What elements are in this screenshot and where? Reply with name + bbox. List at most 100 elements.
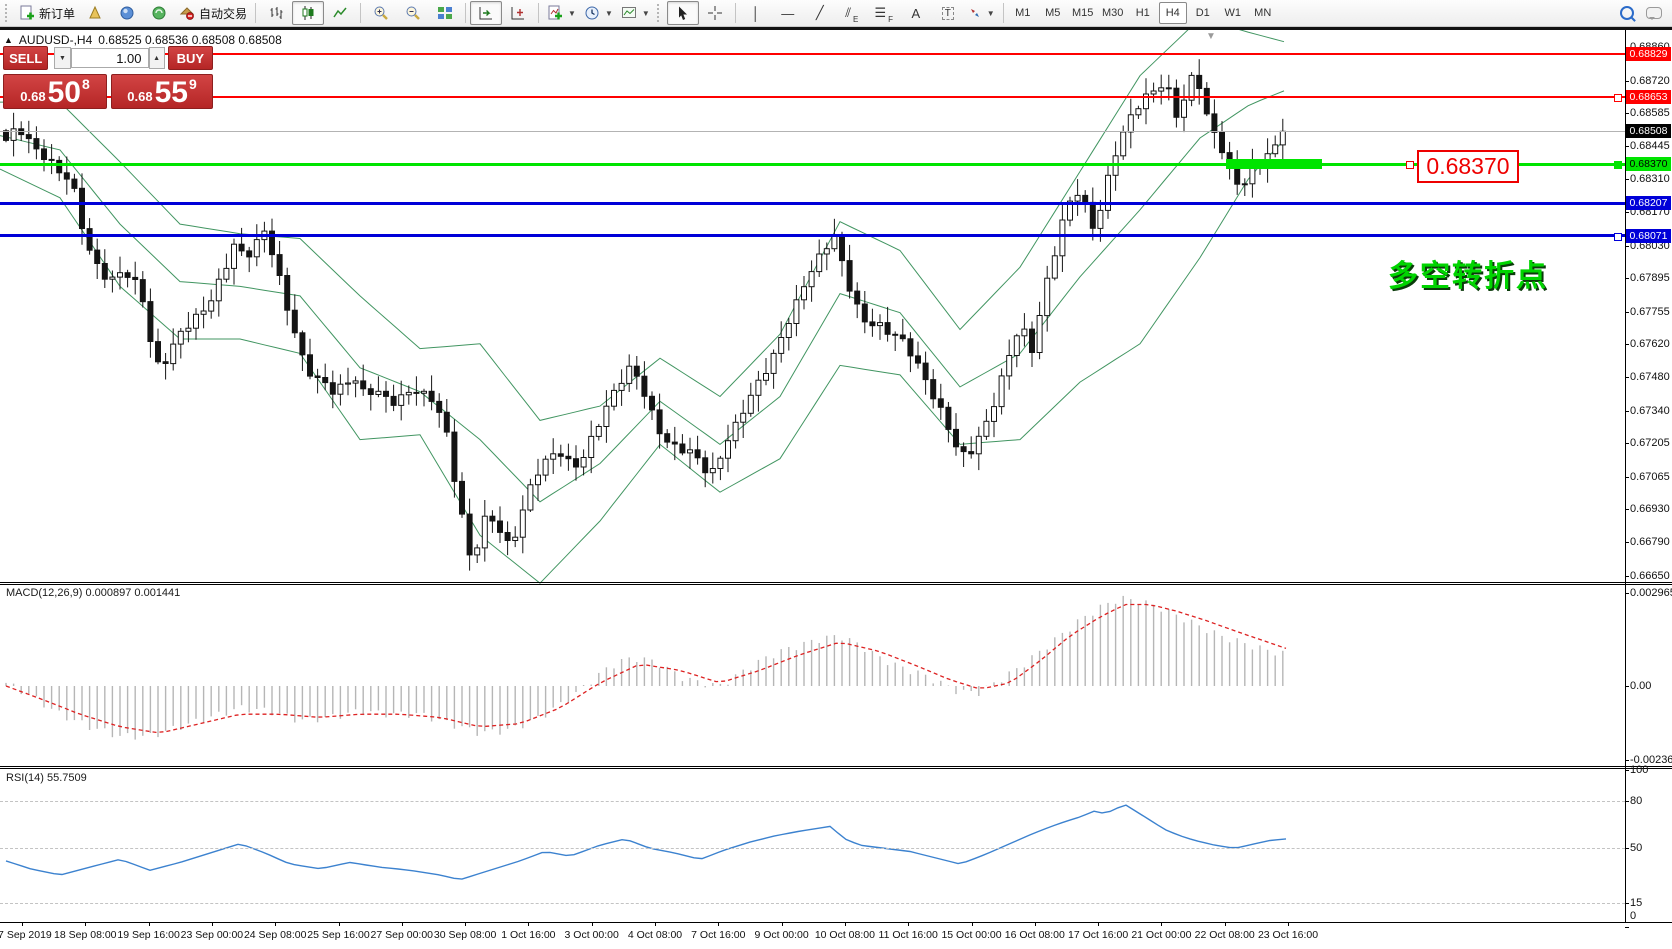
auto-scroll-button[interactable] [470,1,503,25]
arrows-button[interactable]: ▼ [964,1,999,25]
buy-quote[interactable]: 0.68 55 9 [110,74,213,109]
time-axis-tick [401,922,403,926]
timeframe-button-M15[interactable]: M15 [1072,7,1094,19]
time-axis-tick [971,922,973,926]
sell-quote[interactable]: 0.68 50 8 [3,74,107,109]
tile-windows-button[interactable] [429,1,461,25]
timeframe-button-D1[interactable]: D1 [1195,7,1210,19]
time-axis-label: 4 Oct 08:00 [627,929,683,941]
autotrading-button[interactable]: 自动交易 [175,1,251,25]
toolbar-drag-handle[interactable] [5,4,12,22]
macd-axis-tick [1625,593,1629,594]
timeframe-button-H1[interactable]: H1 [1135,7,1150,19]
price-level-tag[interactable]: 0.68370 [1417,150,1519,183]
timeframe-button-W1[interactable]: W1 [1224,7,1241,19]
ohlc-values: 0.68525 0.68536 0.68508 0.68508 [98,33,282,47]
line-anchor-square[interactable] [1614,161,1622,170]
indicators-icon [548,5,563,20]
time-axis-tick [591,922,593,926]
candlestick-chart-button[interactable] [292,1,325,25]
market-watch-button[interactable] [79,1,111,25]
level-line-0.68370[interactable] [0,162,1625,166]
tile-windows-icon [438,7,453,19]
indicators-button[interactable]: ▼ [543,1,580,25]
candlestick-chart-icon [302,6,314,20]
time-axis-tick [1098,922,1100,926]
level-line-0.68829[interactable] [0,53,1625,56]
periods-button[interactable]: ▼ [580,1,617,25]
chart-annotation-text[interactable]: 多空转折点 [1388,260,1548,293]
cursor-button[interactable] [666,1,699,25]
time-axis-label: 21 Oct 00:00 [1131,929,1192,941]
level-line-0.68207[interactable] [0,201,1625,205]
time-axis-tick [718,922,720,926]
bar-chart-button[interactable] [260,1,292,25]
equidistant-channel-button[interactable]: ⫽ E [836,1,868,25]
sell-price-pip: 8 [81,76,90,92]
level-line-0.68071[interactable] [0,234,1625,238]
chat-icon[interactable] [1646,7,1662,20]
new-order-label: 新订单 [39,6,76,21]
chart-shift-icon [511,7,525,20]
zoom-out-button[interactable] [397,1,429,25]
chevron-down-icon: ▼ [986,8,995,18]
tag-anchor-square[interactable] [1406,161,1414,170]
buy-price-big: 55 [154,76,188,109]
price-axis-tick [1625,377,1629,379]
fibonacci-button[interactable]: ☰ F [868,1,900,25]
sell-price-prefix: 0.68 [20,89,46,104]
time-axis-label: 7 Oct 16:00 [691,929,746,941]
terminal-button[interactable] [143,1,175,25]
support-highlight-bar[interactable] [1226,159,1322,169]
one-click-collapse-arrow[interactable]: ▲ [4,35,13,45]
macd-axis-label: 0.00 [1630,680,1652,692]
timeframe-button-MN[interactable]: MN [1254,7,1272,19]
chart-plot[interactable] [0,30,1672,949]
time-axis-label: 30 Sep 08:00 [433,929,497,941]
navigator-button[interactable] [111,1,143,25]
line-anchor-square[interactable] [1614,232,1622,241]
crosshair-button[interactable] [699,1,731,25]
line-anchor-square[interactable] [1614,93,1622,102]
pane-separator[interactable] [0,766,1672,767]
time-axis-label: 17 Sep 2019 [0,929,52,941]
volume-input[interactable] [70,48,149,68]
pane-separator[interactable] [0,582,1672,583]
zoom-in-button[interactable] [365,1,397,25]
trendline-button[interactable]: ╱ [804,1,836,25]
vertical-line-button[interactable]: │ [740,1,772,25]
buy-button[interactable]: BUY [167,46,213,70]
text-button[interactable]: A [900,1,932,25]
chevron-down-icon: ▼ [568,8,576,18]
new-order-button[interactable]: 新订单 [15,1,79,25]
price-axis-label: 0.66650 [1630,570,1670,582]
price-axis-tick [1625,80,1629,82]
line-chart-button[interactable] [324,1,356,25]
templates-button[interactable]: ▼ [617,1,654,25]
time-axis-label: 27 Sep 00:00 [370,929,434,941]
sell-button[interactable]: SELL [3,46,49,70]
trendline-icon: ╱ [815,5,824,20]
symbol-timeframe-label: AUDUSD-,H4 [18,33,93,47]
price-axis-tick [1625,112,1629,114]
search-icon[interactable] [1620,6,1634,20]
time-axis-label: 25 Sep 16:00 [307,929,370,941]
chart-window[interactable]: ▲ AUDUSD-,H4 0.68525 0.68536 0.68508 0.6… [0,30,1672,949]
price-axis-tick [1625,343,1629,345]
timeframe-button-H4[interactable]: H4 [1158,2,1187,24]
toolbar-separator [255,3,257,23]
chart-shift-button[interactable] [502,1,534,25]
horizontal-line-button[interactable]: — [772,1,804,25]
toolbar-drag-handle[interactable] [656,4,664,22]
macd-axis-label: 0.002965 [1630,587,1672,599]
text-label-button[interactable]: T [932,1,964,25]
volume-decrease-button[interactable]: ▼ [54,47,71,69]
timeframe-button-M5[interactable]: M5 [1045,7,1061,19]
timeframe-button-M1[interactable]: M1 [1015,7,1031,19]
level-line-0.68653[interactable] [0,95,1625,98]
timeframe-button-M30[interactable]: M30 [1102,7,1124,19]
volume-increase-button[interactable]: ▲ [148,47,165,69]
crosshair-icon [707,6,722,20]
chart-shift-marker[interactable]: ▼ [1206,31,1216,42]
time-axis-label: 9 Oct 00:00 [754,929,809,941]
